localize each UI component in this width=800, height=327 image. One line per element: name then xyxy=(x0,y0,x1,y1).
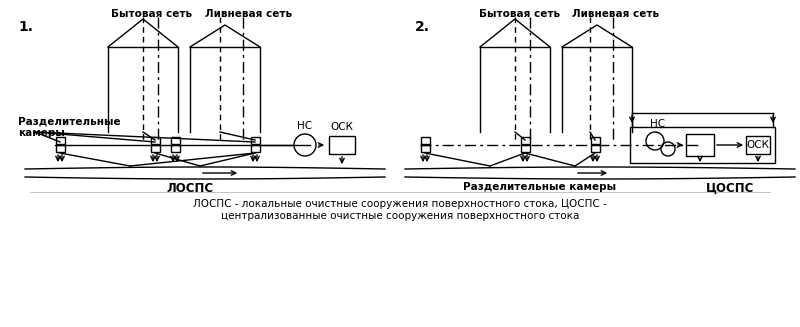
Text: ОСК: ОСК xyxy=(330,122,354,132)
Bar xyxy=(590,136,599,144)
Bar xyxy=(250,145,259,151)
Text: Бытовая сеть: Бытовая сеть xyxy=(111,9,193,19)
Bar xyxy=(630,127,775,163)
Bar xyxy=(150,145,159,151)
Text: НС: НС xyxy=(298,121,313,131)
Bar xyxy=(686,134,714,156)
Text: НС: НС xyxy=(650,119,666,129)
Bar xyxy=(746,136,770,154)
Text: Ливневая сеть: Ливневая сеть xyxy=(205,9,292,19)
Text: Бытовая сеть: Бытовая сеть xyxy=(479,9,561,19)
Bar xyxy=(329,136,355,154)
Bar xyxy=(150,136,159,144)
Bar xyxy=(170,136,179,144)
Text: ЦОСПС: ЦОСПС xyxy=(706,182,754,195)
Text: Разделительные
камеры: Разделительные камеры xyxy=(18,116,121,138)
Text: централизованные очистные сооружения поверхностного стока: централизованные очистные сооружения пов… xyxy=(221,211,579,221)
Bar xyxy=(521,136,530,144)
Bar xyxy=(590,145,599,151)
Text: ОСК: ОСК xyxy=(746,140,770,150)
Text: Ливневая сеть: Ливневая сеть xyxy=(572,9,659,19)
Bar xyxy=(55,145,65,151)
Bar xyxy=(170,145,179,151)
Text: 2.: 2. xyxy=(415,20,430,34)
Text: 1.: 1. xyxy=(18,20,33,34)
Text: ЛОСПС - локальные очистные сооружения поверхностного стока, ЦОСПС -: ЛОСПС - локальные очистные сооружения по… xyxy=(193,199,607,209)
Bar xyxy=(421,136,430,144)
Text: ЛОСПС: ЛОСПС xyxy=(166,182,214,195)
Text: Разделительные камеры: Разделительные камеры xyxy=(463,182,617,192)
Bar xyxy=(521,145,530,151)
Bar xyxy=(250,136,259,144)
Bar xyxy=(421,145,430,151)
Bar xyxy=(55,136,65,144)
